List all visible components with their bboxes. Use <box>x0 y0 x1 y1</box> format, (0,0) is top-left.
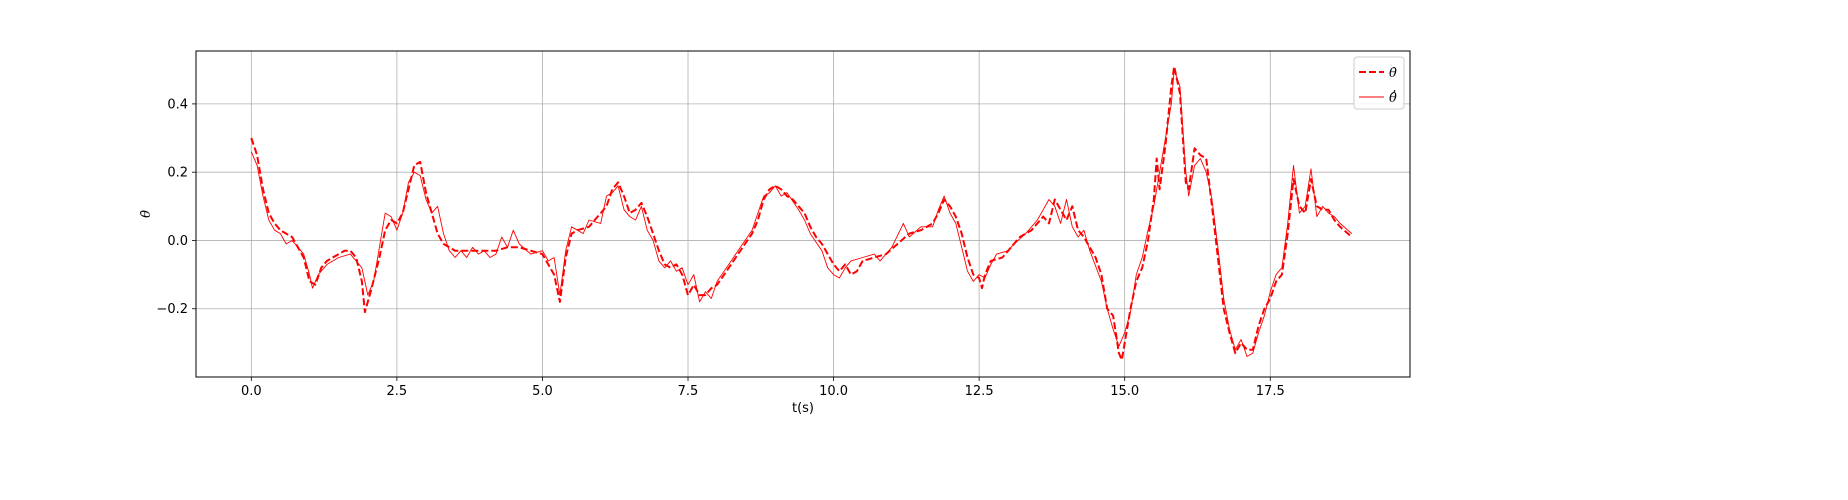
y-tick-label: −0.2 <box>156 302 188 317</box>
legend-box <box>1353 56 1405 110</box>
x-tick-label: 17.5 <box>1256 384 1285 399</box>
y-tick-label: 0.2 <box>167 166 188 181</box>
x-tick-label: 2.5 <box>387 384 408 399</box>
x-tick-label: 12.5 <box>965 384 994 399</box>
series-line-theta-dot <box>250 65 1353 361</box>
x-tick-label: 15.0 <box>1110 384 1139 399</box>
legend: θ̇ θ̂̇ <box>1353 56 1405 110</box>
legend-label-theta-hat-dot: θ̂̇ <box>1389 89 1397 106</box>
y-axis-ticks: −0.2 0.0 0.2 0.4 <box>156 97 196 317</box>
x-tick-label: 0.0 <box>241 384 262 399</box>
x-axis-label: t(s) <box>792 401 814 416</box>
y-tick-label: 0.4 <box>167 97 188 112</box>
x-tick-label: 5.0 <box>532 384 553 399</box>
grid <box>196 51 1410 377</box>
y-axis-label: θ̇ <box>139 210 154 218</box>
legend-label-theta-dot: θ̇ <box>1389 66 1397 81</box>
x-tick-label: 7.5 <box>678 384 699 399</box>
x-tick-label: 10.0 <box>819 384 848 399</box>
series-line-theta-hat-dot <box>250 69 1353 357</box>
x-axis-ticks: 0.0 2.5 5.0 7.5 10.0 12.5 15.0 17.5 <box>241 377 1285 399</box>
plot-frame <box>195 50 1411 378</box>
series-lines <box>250 65 1353 361</box>
y-tick-label: 0.0 <box>167 234 188 249</box>
